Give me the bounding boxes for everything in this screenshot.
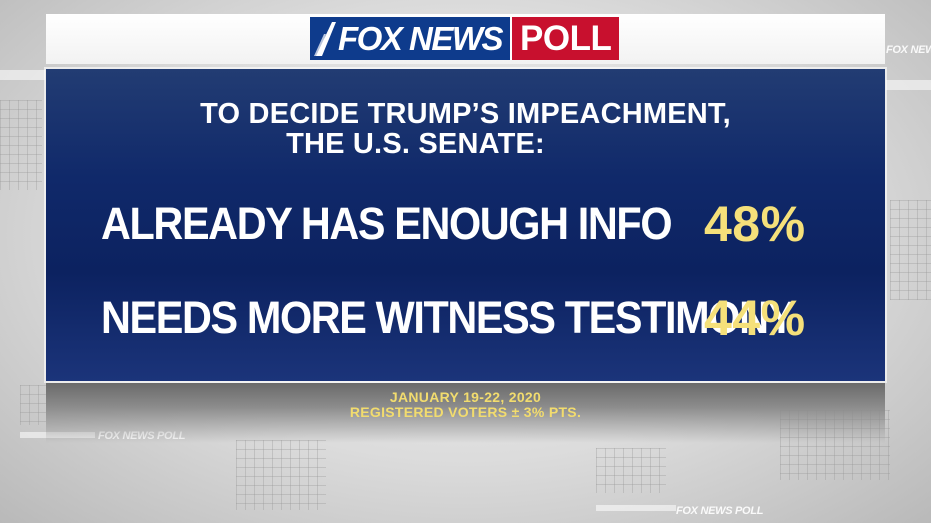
poll-badge: POLL — [510, 17, 620, 60]
background-watermark: FOX NEWS POLL — [886, 44, 931, 56]
background-grid — [890, 200, 931, 300]
fox-news-poll-logo: FOX NEWS POLL — [310, 17, 620, 60]
result-label: ALREADY HAS ENOUGH INFO — [101, 198, 673, 249]
background-grid — [596, 448, 666, 493]
poll-question-line-2: THE U.S. SENATE: — [286, 128, 545, 160]
result-value: 48% — [704, 196, 806, 252]
background-bar — [886, 80, 931, 90]
result-row-more-testimony: NEEDS MORE WITNESS TESTIMONY 44% — [46, 288, 885, 348]
poll-sample: REGISTERED VOTERS ± 3% PTS. — [349, 404, 582, 420]
background-bar — [0, 70, 45, 80]
poll-dates: JANUARY 19-22, 2020 — [389, 389, 542, 405]
poll-question: TO DECIDE TRUMP’S IMPEACHMENT, THE U.S. … — [46, 99, 885, 159]
fox-news-wordmark: FOX NEWS — [310, 17, 511, 60]
poll-question-line-1: TO DECIDE TRUMP’S IMPEACHMENT, — [200, 98, 731, 130]
poll-panel: TO DECIDE TRUMP’S IMPEACHMENT, THE U.S. … — [46, 69, 885, 381]
result-label: NEEDS MORE WITNESS TESTIMONY — [101, 292, 795, 343]
result-row-enough-info: ALREADY HAS ENOUGH INFO 48% — [46, 194, 885, 254]
result-value: 44% — [704, 290, 806, 346]
poll-footer: JANUARY 19-22, 2020 REGISTERED VOTERS ± … — [46, 383, 885, 443]
background-grid — [236, 440, 326, 510]
network-name: FOX NEWS — [338, 20, 504, 57]
background-bar — [596, 505, 676, 511]
background-grid — [0, 100, 42, 190]
searchlight-icon — [314, 22, 336, 56]
background-watermark: FOX NEWS POLL — [676, 505, 764, 517]
background-grid — [20, 385, 46, 425]
